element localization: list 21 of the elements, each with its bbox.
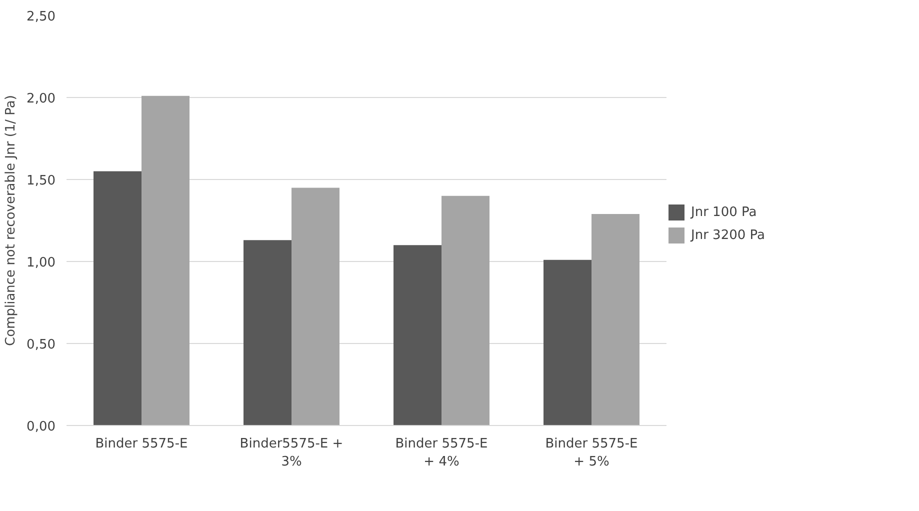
x-tick-label: Binder 5575-E [95,436,188,452]
y-tick-label: 0,00 [26,420,56,434]
y-tick-label: 2,50 [26,10,56,24]
bar [94,171,142,426]
bar [592,214,640,426]
y-tick-label: 0,50 [26,338,56,352]
bar [292,188,340,426]
y-axis-title: Compliance not recoverable Jnr (1/ Pa) [4,95,19,346]
legend-label: Jnr 100 Pa [691,204,757,220]
x-tick-label: Binder 5575-E + 4% [395,436,488,470]
y-tick-label: 1,50 [26,174,56,188]
bar [244,240,292,426]
bar [394,245,442,426]
y-tick-label: 2,00 [26,92,56,106]
bar [142,96,190,426]
legend-label: Jnr 3200 Pa [691,228,765,242]
y-tick-label: 1,00 [26,256,56,270]
bar [544,260,592,426]
x-tick-label: Binder 5575-E + 5% [545,436,638,470]
x-tick-label: Binder5575-E + 3% [240,436,344,470]
bar [442,196,490,426]
